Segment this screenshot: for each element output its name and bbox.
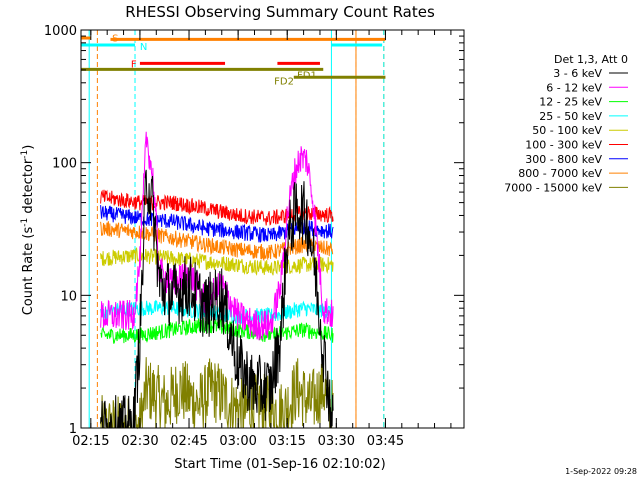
y-axis-label-end: ) bbox=[21, 145, 36, 150]
legend-label-8: 7000 - 15000 keV bbox=[504, 181, 602, 194]
flag-label-3: FD1 bbox=[297, 70, 317, 81]
y-tick-label: 100 bbox=[52, 157, 77, 172]
flag-label-0: S bbox=[112, 33, 118, 44]
x-axis-label: Start Time (01-Sep-16 02:10:02) bbox=[174, 457, 385, 472]
chart-title: RHESSI Observing Summary Count Rates bbox=[125, 3, 435, 21]
legend-label-3: 25 - 50 keV bbox=[539, 110, 602, 123]
legend-label-7: 800 - 7000 keV bbox=[518, 167, 602, 180]
legend-label-5: 100 - 300 keV bbox=[525, 139, 602, 152]
series-line-0 bbox=[100, 169, 334, 429]
y-axis: 1 10 100 1000 bbox=[44, 24, 464, 437]
legend-label-6: 300 - 800 keV bbox=[525, 153, 602, 166]
series-line-7 bbox=[100, 221, 334, 262]
flag-label-4: FD2 bbox=[274, 77, 294, 88]
y-axis-label-sup1: -1 bbox=[20, 218, 30, 227]
flag-label-1: N bbox=[140, 42, 147, 53]
y-tick-label: 10 bbox=[60, 289, 77, 304]
y-axis-label: Count Rate (s-1 detector-1) bbox=[20, 145, 36, 316]
legend-label-1: 6 - 12 keV bbox=[546, 81, 602, 94]
series-line-5 bbox=[100, 189, 334, 226]
flag-label-2: F bbox=[131, 59, 137, 70]
y-tick-label: 1000 bbox=[44, 24, 77, 39]
x-tick-label: 03:30 bbox=[318, 434, 355, 449]
x-tick-label: 02:15 bbox=[72, 434, 109, 449]
y-axis-label-main: Count Rate (s bbox=[21, 227, 36, 316]
series-line-6 bbox=[100, 205, 334, 243]
legend-label-2: 12 - 25 keV bbox=[539, 96, 602, 109]
x-tick-label: 02:30 bbox=[121, 434, 158, 449]
legend-header: Det 1,3, Att 0 bbox=[554, 53, 628, 66]
legend-label-4: 50 - 100 keV bbox=[532, 124, 602, 137]
series-line-2 bbox=[100, 317, 334, 344]
x-tick-label: 03:45 bbox=[367, 434, 404, 449]
legend-label-0: 3 - 6 keV bbox=[553, 67, 602, 80]
y-axis-label-sup2: -1 bbox=[20, 150, 30, 159]
footer-date: 1-Sep-2022 09:28 bbox=[565, 467, 637, 476]
x-tick-label: 02:45 bbox=[170, 434, 207, 449]
y-axis-label-mid: detector bbox=[21, 158, 36, 218]
x-tick-label: 03:15 bbox=[268, 434, 305, 449]
x-axis: 02:15 02:30 02:45 03:00 03:15 03:30 03:45 bbox=[72, 30, 452, 449]
y-tick-label: 1 bbox=[69, 422, 77, 437]
x-tick-label: 03:00 bbox=[219, 434, 256, 449]
plot-frame bbox=[80, 29, 465, 429]
